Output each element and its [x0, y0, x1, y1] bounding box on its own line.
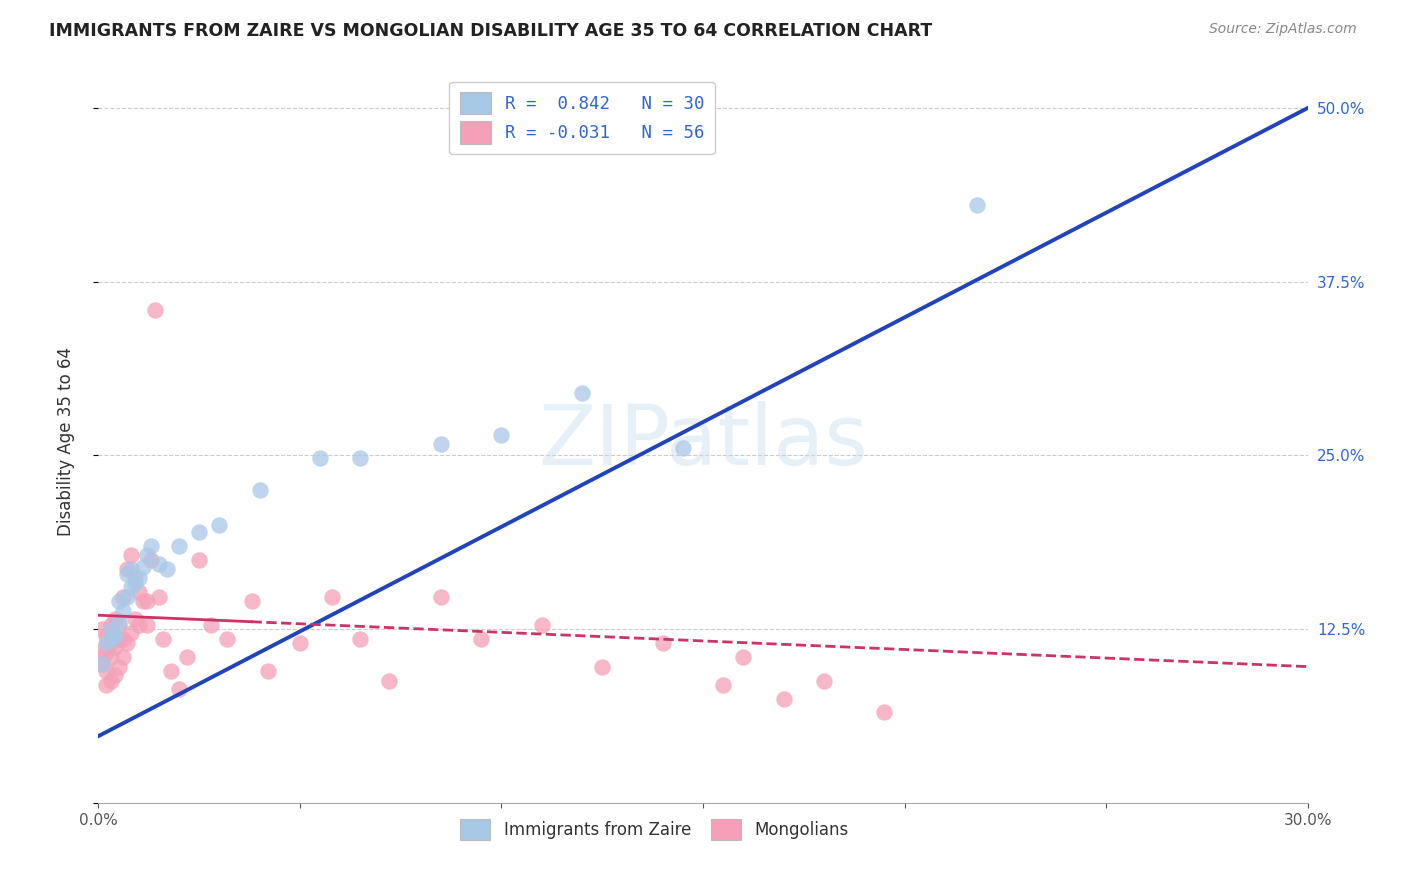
Point	[491, 427, 513, 442]
Point	[188, 552, 211, 566]
Point	[139, 539, 162, 553]
Point	[103, 668, 125, 682]
Point	[91, 657, 114, 671]
Point	[111, 632, 134, 646]
Point	[120, 562, 142, 576]
Point	[100, 649, 122, 664]
Legend: Immigrants from Zaire, Mongolians: Immigrants from Zaire, Mongolians	[454, 813, 855, 847]
Point	[107, 659, 129, 673]
Point	[128, 571, 150, 585]
Point	[152, 632, 174, 646]
Y-axis label: Disability Age 35 to 64: Disability Age 35 to 64	[56, 347, 75, 536]
Point	[200, 618, 222, 632]
Point	[100, 618, 122, 632]
Point	[813, 673, 835, 688]
Point	[120, 549, 142, 563]
Point	[132, 594, 155, 608]
Point	[96, 678, 118, 692]
Text: IMMIGRANTS FROM ZAIRE VS MONGOLIAN DISABILITY AGE 35 TO 64 CORRELATION CHART: IMMIGRANTS FROM ZAIRE VS MONGOLIAN DISAB…	[49, 22, 932, 40]
Point	[103, 612, 125, 626]
Point	[571, 385, 593, 400]
Point	[124, 571, 146, 585]
Point	[176, 649, 198, 664]
Point	[430, 590, 453, 604]
Point	[208, 517, 231, 532]
Point	[115, 636, 138, 650]
Point	[132, 559, 155, 574]
Point	[107, 615, 129, 630]
Point	[100, 673, 122, 688]
Point	[120, 626, 142, 640]
Point	[217, 632, 239, 646]
Point	[321, 590, 343, 604]
Point	[103, 640, 125, 655]
Point	[672, 442, 695, 456]
Point	[167, 539, 190, 553]
Point	[966, 198, 988, 212]
Point	[91, 657, 114, 671]
Point	[128, 618, 150, 632]
Point	[143, 302, 166, 317]
Point	[91, 643, 114, 657]
Point	[96, 646, 118, 660]
Point	[249, 483, 271, 498]
Point	[349, 632, 371, 646]
Point	[100, 632, 122, 646]
Point	[124, 612, 146, 626]
Point	[470, 632, 492, 646]
Point	[772, 691, 794, 706]
Point	[733, 649, 755, 664]
Point	[103, 629, 125, 643]
Point	[100, 636, 122, 650]
Point	[148, 557, 170, 571]
Point	[167, 681, 190, 696]
Point	[156, 562, 179, 576]
Point	[100, 622, 122, 636]
Point	[377, 673, 399, 688]
Point	[148, 590, 170, 604]
Point	[349, 451, 371, 466]
Point	[91, 622, 114, 636]
Point	[135, 549, 157, 563]
Point	[115, 590, 138, 604]
Point	[651, 636, 673, 650]
Text: Source: ZipAtlas.com: Source: ZipAtlas.com	[1209, 22, 1357, 37]
Point	[115, 566, 138, 581]
Point	[128, 584, 150, 599]
Point	[135, 594, 157, 608]
Point	[240, 594, 263, 608]
Point	[139, 552, 162, 566]
Point	[160, 664, 183, 678]
Text: ZIPatlas: ZIPatlas	[538, 401, 868, 482]
Point	[115, 562, 138, 576]
Point	[111, 590, 134, 604]
Point	[873, 706, 896, 720]
Point	[120, 581, 142, 595]
Point	[96, 629, 118, 643]
Point	[107, 594, 129, 608]
Point	[288, 636, 311, 650]
Point	[111, 604, 134, 618]
Point	[591, 659, 613, 673]
Point	[124, 576, 146, 591]
Point	[530, 618, 553, 632]
Point	[188, 524, 211, 539]
Point	[711, 678, 734, 692]
Point	[107, 632, 129, 646]
Point	[256, 664, 278, 678]
Point	[309, 451, 332, 466]
Point	[430, 437, 453, 451]
Point	[96, 636, 118, 650]
Point	[135, 618, 157, 632]
Point	[107, 618, 129, 632]
Point	[96, 664, 118, 678]
Point	[111, 649, 134, 664]
